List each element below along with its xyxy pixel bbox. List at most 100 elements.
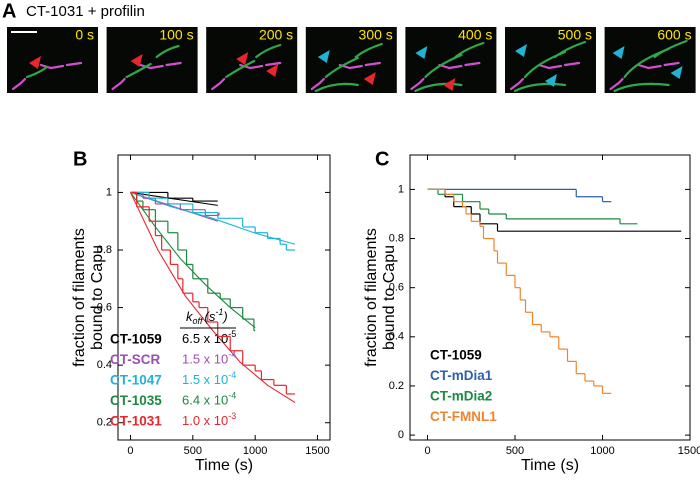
koff-exponent: -5 <box>228 329 236 339</box>
legend-title: koff (s-1) <box>186 307 228 326</box>
filament <box>613 82 670 93</box>
y-tick-label: 0 <box>398 429 404 441</box>
legend-entry: CT-1047 <box>110 373 162 388</box>
fit-curve <box>130 191 218 206</box>
x-tick-label: 500 <box>184 445 202 457</box>
filament <box>454 41 485 59</box>
filament <box>563 61 581 67</box>
y-tick-label: 1 <box>106 186 112 198</box>
x-tick-label: 0 <box>424 445 430 457</box>
x-axis-label: Time (s) <box>195 457 253 474</box>
time-label: 0 s <box>75 27 94 43</box>
koff-label: 1.0 x 10-3 <box>182 411 236 428</box>
legend-title-unit: (s <box>205 309 216 324</box>
filament <box>464 61 481 67</box>
fit-curve <box>129 192 296 404</box>
filament <box>364 61 381 67</box>
y-tick-label: 0.6 <box>389 282 404 294</box>
koff-exponent: -4 <box>228 350 236 360</box>
legend-entry: CT-1059 <box>110 332 162 347</box>
legend-title-symbol: k <box>186 309 194 324</box>
legend-entry: CT-1059 <box>430 348 482 363</box>
arrowhead <box>415 46 428 59</box>
legend-entry: CT-mDia1 <box>430 368 493 383</box>
y-tick-label: 0.4 <box>97 359 112 371</box>
plot-frame <box>409 154 691 441</box>
y-tick-label: 1 <box>398 183 404 195</box>
panel-label: C <box>375 148 389 170</box>
koff-label: 6.5 x 10-5 <box>182 329 236 346</box>
legend-entry: CT-1031 <box>110 414 162 429</box>
time-label: 200 s <box>259 27 293 43</box>
arrowhead <box>130 54 143 67</box>
koff-base: 6.4 x 10 <box>182 393 228 408</box>
x-tick-label: 1000 <box>590 445 614 457</box>
koff-exponent: -4 <box>228 370 236 380</box>
time-label: 100 s <box>159 27 193 43</box>
arrowhead <box>236 52 249 65</box>
y-axis-label: fraction of filaments <box>363 228 380 367</box>
filament <box>513 82 567 93</box>
y-tick-label: 0.4 <box>389 331 404 343</box>
x-tick-label: 1000 <box>243 445 267 457</box>
koff-base: 1.5 x 10 <box>182 352 228 367</box>
arrowhead <box>29 56 41 69</box>
filament <box>265 61 282 67</box>
filament <box>255 43 282 59</box>
filament <box>165 61 182 67</box>
x-axis-label: Time (s) <box>521 457 579 474</box>
panel-label: B <box>73 148 87 170</box>
koff-label: 6.4 x 10-4 <box>182 391 236 408</box>
koff-exponent: -3 <box>228 411 236 421</box>
arrowhead <box>266 64 279 77</box>
filament <box>111 77 126 91</box>
filament <box>354 42 383 59</box>
y-axis-label: bound to Capu <box>381 245 398 350</box>
y-tick-label: 0.8 <box>389 232 404 244</box>
y-tick-label: 0.6 <box>97 301 112 313</box>
filament <box>410 77 425 91</box>
legend-entry: CT-1035 <box>110 393 162 408</box>
arrowhead <box>317 50 330 63</box>
filament <box>653 39 688 59</box>
time-label: 300 s <box>359 27 393 43</box>
filament <box>139 63 164 70</box>
filament <box>509 77 525 91</box>
filament <box>324 56 359 79</box>
legend-entry: CT-SCR <box>110 352 161 367</box>
x-tick-label: 500 <box>506 445 524 457</box>
arrowhead <box>515 44 527 57</box>
legend-entry: CT-FMNL1 <box>430 409 497 424</box>
time-label: 600 s <box>657 27 691 43</box>
y-tick-label: 0.2 <box>389 380 404 392</box>
legend-title-sub: off <box>193 316 205 326</box>
filament <box>11 77 27 91</box>
arrowhead <box>612 46 625 59</box>
filament <box>637 63 662 70</box>
koff-label: 1.5 x 10-4 <box>182 370 236 387</box>
legend-entry: CT-mDia2 <box>430 389 492 404</box>
filament <box>225 59 256 79</box>
filament <box>39 63 65 70</box>
filament <box>553 40 587 59</box>
time-label: 500 s <box>558 27 592 43</box>
koff-base: 1.0 x 10 <box>182 413 228 428</box>
filament <box>438 63 463 70</box>
arrowhead <box>670 66 683 79</box>
filament <box>155 44 180 59</box>
filament <box>414 82 463 93</box>
filament <box>25 65 49 79</box>
filament <box>663 61 680 67</box>
arrowhead <box>545 74 557 87</box>
koff-exponent: -4 <box>228 391 236 401</box>
filament <box>314 82 359 93</box>
koff-base: 1.5 x 10 <box>182 372 228 387</box>
plot-frame <box>117 154 331 441</box>
arrowhead <box>443 78 456 91</box>
legend-title-close: ) <box>221 309 227 324</box>
koff-label: 1.5 x 10-4 <box>182 350 236 367</box>
time-label: 400 s <box>458 27 492 43</box>
y-axis-label: bound to Capu <box>89 245 106 350</box>
filament <box>211 77 226 91</box>
